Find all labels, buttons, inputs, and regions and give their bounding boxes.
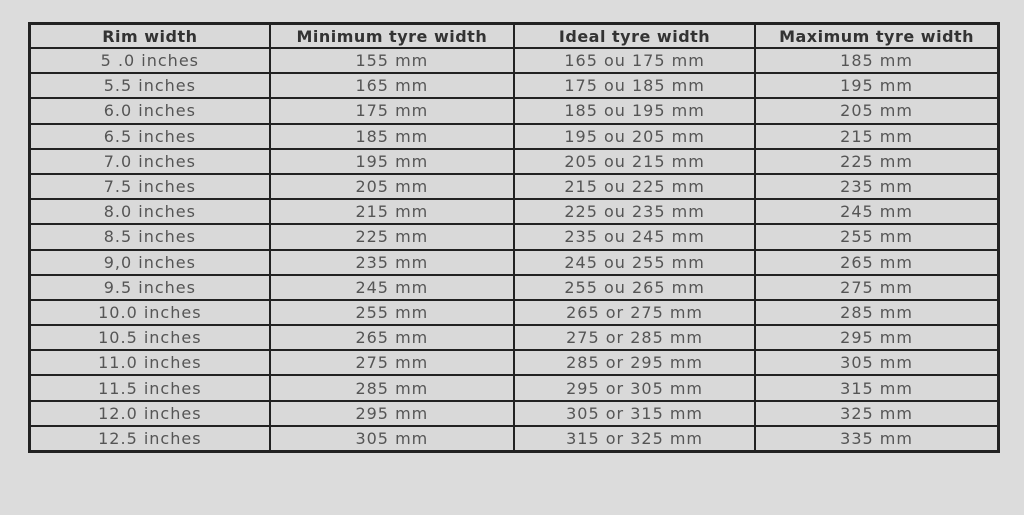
rim-width-cell: 5.5 inches bbox=[28, 72, 271, 100]
table-row: 5 .0 inches 155 mm 165 ou 175 mm 185 mm bbox=[28, 46, 1000, 75]
table-row: 9.5 inches 245 mm 255 ou 265 mm 275 mm bbox=[28, 273, 1000, 301]
table-row: 7.0 inches 195 mm 205 ou 215 mm 225 mm bbox=[28, 147, 1000, 175]
tyre-size-table: Rim width Minimum tyre width Ideal tyre … bbox=[28, 22, 1000, 453]
minimum-width-cell: 205 mm bbox=[268, 172, 515, 201]
maximum-width-cell: 215 mm bbox=[754, 122, 1000, 150]
minimum-width-cell: 155 mm bbox=[268, 46, 515, 75]
maximum-width-cell: 255 mm bbox=[754, 223, 1000, 251]
ideal-width-cell: 175 ou 185 mm bbox=[512, 72, 757, 100]
maximum-width-cell: 245 mm bbox=[754, 198, 1000, 226]
minimum-width-cell: 245 mm bbox=[268, 273, 515, 301]
ideal-width-cell: 165 ou 175 mm bbox=[512, 46, 757, 75]
ideal-width-cell: 265 or 275 mm bbox=[512, 298, 757, 327]
maximum-width-cell: 185 mm bbox=[754, 46, 1000, 75]
ideal-width-cell: 185 ou 195 mm bbox=[512, 97, 757, 125]
table-row: 6.5 inches 185 mm 195 ou 205 mm 215 mm bbox=[28, 122, 1000, 150]
header-rim-width: Rim width bbox=[28, 22, 271, 49]
table-row: 8.0 inches 215 mm 225 ou 235 mm 245 mm bbox=[28, 198, 1000, 226]
rim-width-cell: 10.5 inches bbox=[28, 324, 271, 352]
rim-width-cell: 7.5 inches bbox=[28, 172, 271, 201]
rim-width-cell: 8.0 inches bbox=[28, 198, 271, 226]
table-row: 7.5 inches 205 mm 215 ou 225 mm 235 mm bbox=[28, 172, 1000, 201]
ideal-width-cell: 205 ou 215 mm bbox=[512, 147, 757, 175]
ideal-width-cell: 195 ou 205 mm bbox=[512, 122, 757, 150]
rim-width-cell: 5 .0 inches bbox=[28, 46, 271, 75]
ideal-width-cell: 295 or 305 mm bbox=[512, 374, 757, 402]
ideal-width-cell: 245 ou 255 mm bbox=[512, 248, 757, 276]
ideal-width-cell: 285 or 295 mm bbox=[512, 349, 757, 377]
table-row: 12.0 inches 295 mm 305 or 315 mm 325 mm bbox=[28, 399, 1000, 427]
ideal-width-cell: 215 ou 225 mm bbox=[512, 172, 757, 201]
header-ideal-tyre-width: Ideal tyre width bbox=[512, 22, 757, 49]
minimum-width-cell: 285 mm bbox=[268, 374, 515, 402]
rim-width-cell: 6.5 inches bbox=[28, 122, 271, 150]
maximum-width-cell: 335 mm bbox=[754, 424, 1000, 453]
rim-width-cell: 10.0 inches bbox=[28, 298, 271, 327]
table-row: 8.5 inches 225 mm 235 ou 245 mm 255 mm bbox=[28, 223, 1000, 251]
rim-width-cell: 8.5 inches bbox=[28, 223, 271, 251]
table-row: 5.5 inches 165 mm 175 ou 185 mm 195 mm bbox=[28, 72, 1000, 100]
rim-width-cell: 12.0 inches bbox=[28, 399, 271, 427]
table-row: 9,0 inches 235 mm 245 ou 255 mm 265 mm bbox=[28, 248, 1000, 276]
minimum-width-cell: 305 mm bbox=[268, 424, 515, 453]
table-row: 12.5 inches 305 mm 315 or 325 mm 335 mm bbox=[28, 424, 1000, 453]
minimum-width-cell: 175 mm bbox=[268, 97, 515, 125]
minimum-width-cell: 185 mm bbox=[268, 122, 515, 150]
minimum-width-cell: 295 mm bbox=[268, 399, 515, 427]
maximum-width-cell: 205 mm bbox=[754, 97, 1000, 125]
minimum-width-cell: 215 mm bbox=[268, 198, 515, 226]
minimum-width-cell: 265 mm bbox=[268, 324, 515, 352]
table-row: 6.0 inches 175 mm 185 ou 195 mm 205 mm bbox=[28, 97, 1000, 125]
rim-width-cell: 9,0 inches bbox=[28, 248, 271, 276]
rim-width-cell: 9.5 inches bbox=[28, 273, 271, 301]
table-row: 11.5 inches 285 mm 295 or 305 mm 315 mm bbox=[28, 374, 1000, 402]
table-row: 10.0 inches 255 mm 265 or 275 mm 285 mm bbox=[28, 298, 1000, 327]
rim-width-cell: 6.0 inches bbox=[28, 97, 271, 125]
minimum-width-cell: 255 mm bbox=[268, 298, 515, 327]
header-maximum-tyre-width: Maximum tyre width bbox=[754, 22, 1000, 49]
maximum-width-cell: 305 mm bbox=[754, 349, 1000, 377]
minimum-width-cell: 275 mm bbox=[268, 349, 515, 377]
header-row: Rim width Minimum tyre width Ideal tyre … bbox=[28, 22, 1000, 49]
maximum-width-cell: 275 mm bbox=[754, 273, 1000, 301]
ideal-width-cell: 255 ou 265 mm bbox=[512, 273, 757, 301]
minimum-width-cell: 235 mm bbox=[268, 248, 515, 276]
rim-width-cell: 12.5 inches bbox=[28, 424, 271, 453]
ideal-width-cell: 305 or 315 mm bbox=[512, 399, 757, 427]
rim-width-cell: 7.0 inches bbox=[28, 147, 271, 175]
maximum-width-cell: 315 mm bbox=[754, 374, 1000, 402]
ideal-width-cell: 275 or 285 mm bbox=[512, 324, 757, 352]
maximum-width-cell: 265 mm bbox=[754, 248, 1000, 276]
ideal-width-cell: 315 or 325 mm bbox=[512, 424, 757, 453]
minimum-width-cell: 195 mm bbox=[268, 147, 515, 175]
maximum-width-cell: 235 mm bbox=[754, 172, 1000, 201]
minimum-width-cell: 165 mm bbox=[268, 72, 515, 100]
maximum-width-cell: 195 mm bbox=[754, 72, 1000, 100]
table-row: 10.5 inches 265 mm 275 or 285 mm 295 mm bbox=[28, 324, 1000, 352]
maximum-width-cell: 225 mm bbox=[754, 147, 1000, 175]
minimum-width-cell: 225 mm bbox=[268, 223, 515, 251]
table-row: 11.0 inches 275 mm 285 or 295 mm 305 mm bbox=[28, 349, 1000, 377]
header-minimum-tyre-width: Minimum tyre width bbox=[268, 22, 515, 49]
rim-width-cell: 11.5 inches bbox=[28, 374, 271, 402]
maximum-width-cell: 285 mm bbox=[754, 298, 1000, 327]
ideal-width-cell: 225 ou 235 mm bbox=[512, 198, 757, 226]
rim-width-cell: 11.0 inches bbox=[28, 349, 271, 377]
maximum-width-cell: 295 mm bbox=[754, 324, 1000, 352]
ideal-width-cell: 235 ou 245 mm bbox=[512, 223, 757, 251]
maximum-width-cell: 325 mm bbox=[754, 399, 1000, 427]
